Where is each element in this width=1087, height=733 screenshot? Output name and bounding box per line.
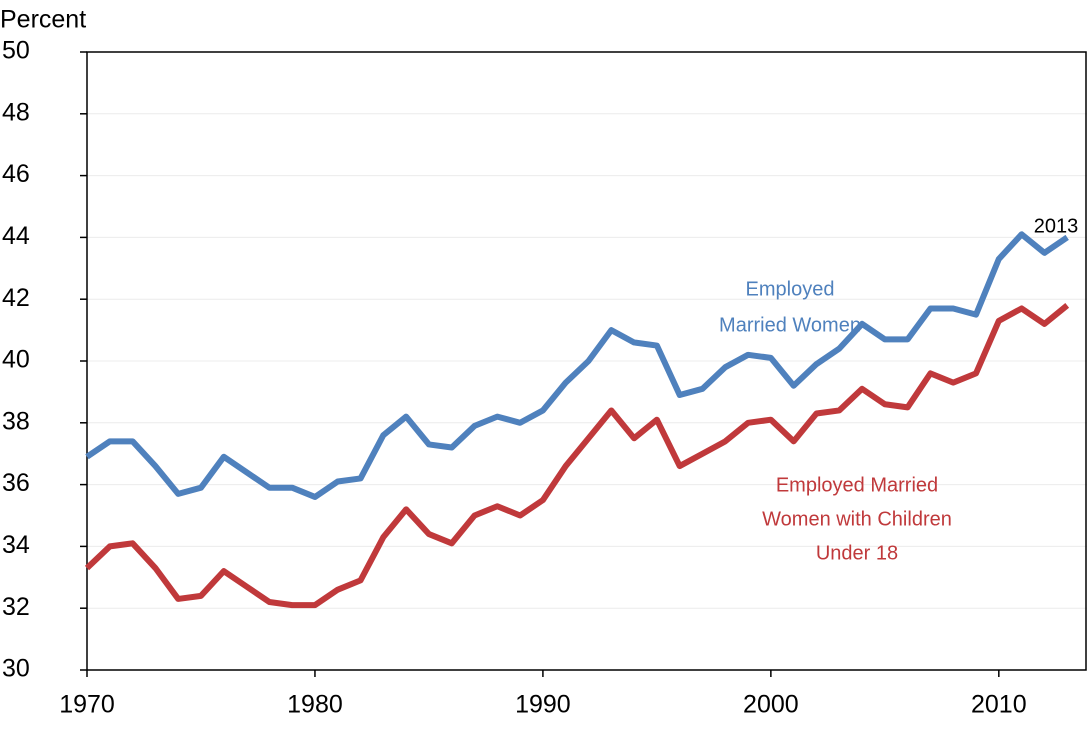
x-tick-label: 1980 [287,691,343,719]
series-label: Under 18 [816,542,898,564]
y-axis-label: Percent [0,6,86,34]
series-label: Employed [746,278,835,300]
y-tick-label: 46 [2,160,30,188]
y-tick-label: 44 [2,222,30,250]
y-tick-label: 48 [2,98,30,126]
x-tick-label: 1970 [59,691,115,719]
annotation: 2013 [1034,215,1079,237]
series-line [84,303,1070,609]
y-tick-label: 36 [2,469,30,497]
y-tick-label: 34 [2,531,30,559]
series-label: Employed Married [776,474,938,496]
series-line [85,231,1069,500]
y-tick-label: 42 [2,284,30,312]
y-tick-label: 50 [2,37,30,65]
y-tick-label: 30 [2,655,30,683]
y-tick-label: 38 [2,407,30,435]
y-tick-label: 32 [2,593,30,621]
x-tick-label: 1990 [515,691,571,719]
plot-frame [86,51,1087,671]
series-label: Married Women [719,314,861,336]
series-label: Women with Children [762,508,952,530]
y-tick-label: 40 [2,346,30,374]
x-tick-label: 2010 [971,691,1027,719]
x-tick-label: 2000 [743,691,799,719]
